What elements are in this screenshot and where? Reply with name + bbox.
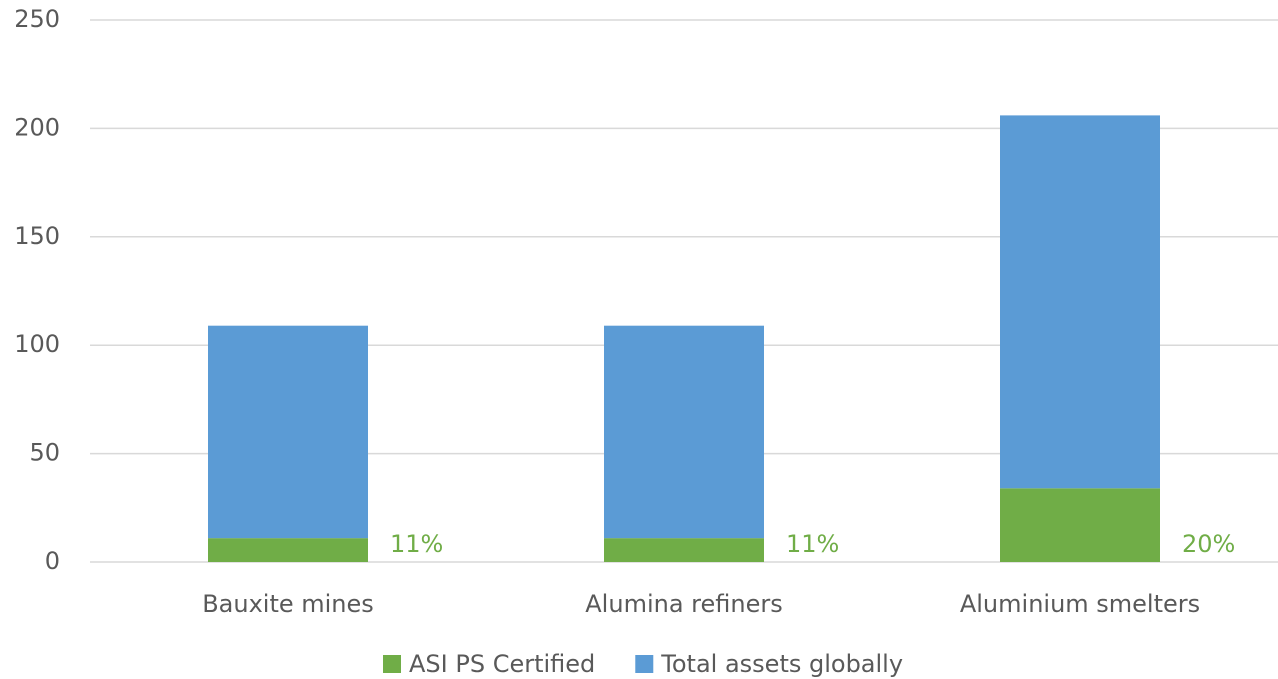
annotation: 11% <box>390 530 443 558</box>
bar-segment <box>1000 115 1160 489</box>
x-tick-label: Aluminium smelters <box>960 590 1200 618</box>
bar-segment <box>604 538 764 562</box>
y-tick-label: 200 <box>14 113 60 141</box>
bar-segment <box>604 325 764 539</box>
annotation: 11% <box>786 530 839 558</box>
bar-segment <box>1000 488 1160 562</box>
legend-swatch <box>635 655 654 673</box>
bar-segment <box>208 538 368 562</box>
bar-segment <box>208 325 368 539</box>
legend-swatch <box>383 655 401 673</box>
legend-label: Total assets globally <box>660 650 903 678</box>
annotation: 20% <box>1182 530 1235 558</box>
x-tick-label: Alumina refiners <box>585 590 782 618</box>
y-tick-label: 150 <box>14 222 60 250</box>
y-tick-label: 250 <box>14 5 60 33</box>
y-tick-label: 0 <box>45 547 60 575</box>
y-tick-label: 50 <box>29 439 60 467</box>
y-tick-label: 100 <box>14 330 60 358</box>
legend-label: ASI PS Certified <box>409 650 595 678</box>
x-tick-label: Bauxite mines <box>202 590 374 618</box>
